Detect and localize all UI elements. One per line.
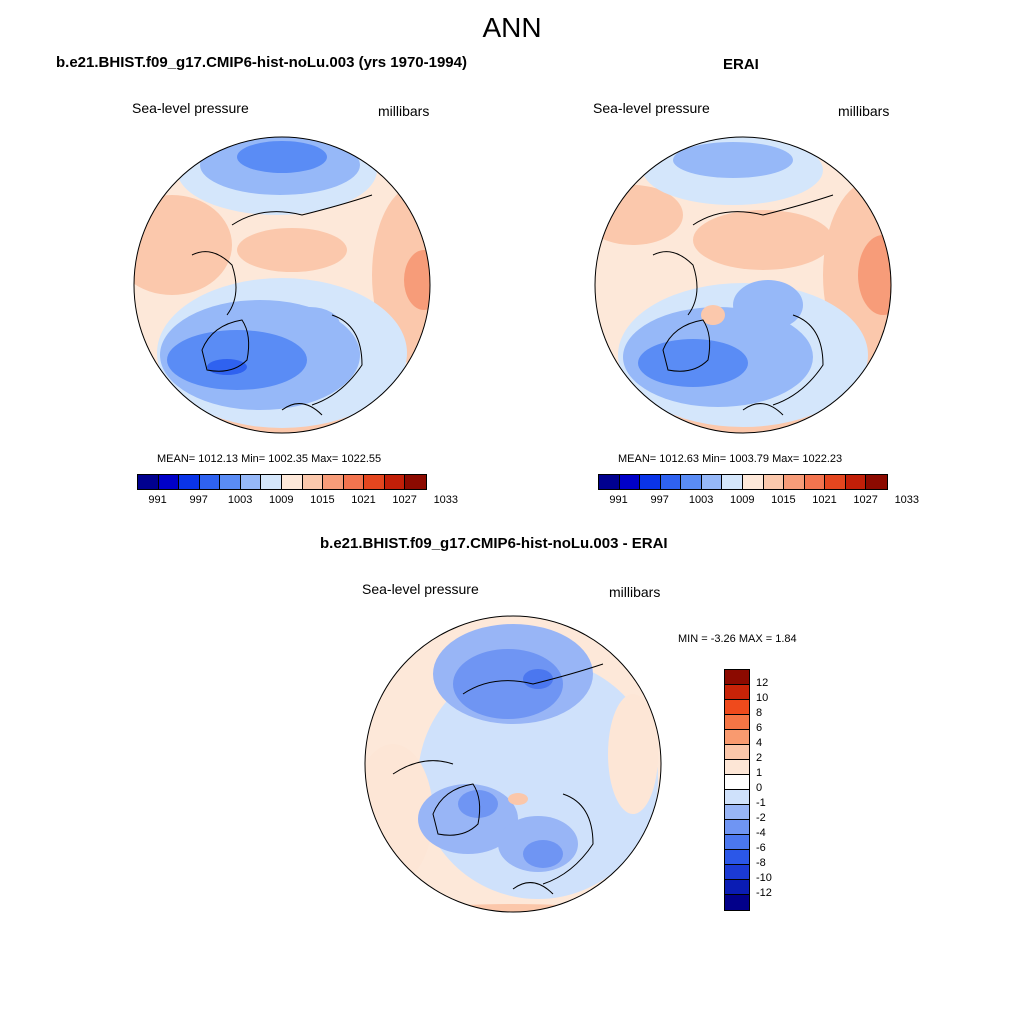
colorbar-swatch [619, 475, 641, 489]
colorbar-swatch [725, 730, 749, 745]
colorbar-tick-label: -2 [756, 812, 766, 824]
colorbar-swatch [302, 475, 324, 489]
colorbar-swatch [599, 475, 620, 489]
colorbar-tick-label: 10 [756, 692, 769, 704]
colorbar-tick-label: -10 [756, 872, 772, 884]
colorbar-swatch [725, 820, 749, 835]
colorbar-tick-label: 1027 [853, 494, 878, 506]
colorbar-tick-label: 2 [756, 752, 763, 764]
colorbar-tick-label: 1015 [771, 494, 796, 506]
colorbar-swatch [701, 475, 723, 489]
diff-colorbar [724, 669, 750, 911]
colorbar-tick-label: 12 [756, 677, 769, 689]
colorbar-swatch [866, 475, 887, 489]
colorbar-swatch [742, 475, 764, 489]
colorbar-swatch [845, 475, 867, 489]
model-colorbar [137, 474, 427, 490]
colorbar-swatch [725, 895, 749, 910]
colorbar-swatch [725, 715, 749, 730]
colorbar-tick-label: 1021 [812, 494, 837, 506]
model-panel-title: b.e21.BHIST.f09_g17.CMIP6-hist-noLu.003 … [56, 54, 467, 71]
colorbar-swatch [722, 475, 743, 489]
colorbar-swatch [725, 685, 749, 700]
colorbar-swatch [725, 790, 749, 805]
colorbar-swatch [725, 760, 749, 775]
colorbar-tick-label: -4 [756, 827, 766, 839]
colorbar-swatch [825, 475, 846, 489]
colorbar-swatch [725, 775, 749, 790]
diff-variable-label: Sea-level pressure [362, 581, 479, 597]
colorbar-tick-label: 1027 [392, 494, 417, 506]
model-variable-label: Sea-level pressure [132, 100, 249, 116]
colorbar-tick-label: 1 [756, 767, 763, 779]
diff-units-label: millibars [609, 584, 661, 600]
obs-units-label: millibars [838, 103, 890, 119]
figure-title: ANN [482, 12, 542, 43]
colorbar-tick-label: -12 [756, 887, 772, 899]
colorbar-swatch [804, 475, 826, 489]
diff-stats: MIN = -3.26 MAX = 1.84 [678, 633, 797, 645]
colorbar-tick-label: -8 [756, 857, 766, 869]
colorbar-swatch [364, 475, 385, 489]
colorbar-tick-label: -1 [756, 797, 766, 809]
colorbar-swatch [640, 475, 661, 489]
colorbar-swatch [725, 700, 749, 715]
colorbar-swatch [405, 475, 426, 489]
colorbar-swatch [725, 670, 749, 685]
colorbar-swatch [384, 475, 406, 489]
colorbar-swatch [660, 475, 682, 489]
colorbar-swatch [763, 475, 785, 489]
diff-panel-title: b.e21.BHIST.f09_g17.CMIP6-hist-noLu.003 … [320, 535, 668, 552]
model-stats: MEAN= 1012.13 Min= 1002.35 Max= 1022.55 [157, 453, 382, 465]
colorbar-swatch [138, 475, 159, 489]
colorbar-tick-label: 997 [650, 494, 669, 506]
diff-polar-map [364, 615, 662, 913]
colorbar-swatch [158, 475, 180, 489]
colorbar-swatch [725, 880, 749, 895]
model-polar-map [133, 136, 431, 434]
colorbar-swatch [199, 475, 221, 489]
colorbar-swatch [323, 475, 344, 489]
colorbar-swatch [179, 475, 200, 489]
colorbar-swatch [240, 475, 262, 489]
colorbar-swatch [725, 865, 749, 880]
colorbar-swatch [784, 475, 805, 489]
colorbar-tick-label: 1021 [351, 494, 376, 506]
colorbar-tick-label: 6 [756, 722, 763, 734]
colorbar-tick-label: 1033 [894, 494, 920, 506]
colorbar-tick-label: 991 [148, 494, 167, 506]
obs-colorbar [598, 474, 888, 490]
colorbar-tick-label: 997 [189, 494, 208, 506]
colorbar-tick-label: 1015 [310, 494, 335, 506]
colorbar-swatch [725, 850, 749, 865]
obs-polar-map [594, 136, 892, 434]
model-units-label: millibars [378, 103, 430, 119]
colorbar-tick-label: 991 [609, 494, 628, 506]
obs-stats: MEAN= 1012.63 Min= 1003.79 Max= 1022.23 [618, 453, 843, 465]
colorbar-swatch [261, 475, 282, 489]
colorbar-tick-label: 4 [756, 737, 763, 749]
colorbar-swatch [681, 475, 702, 489]
colorbar-tick-label: 1009 [730, 494, 755, 506]
colorbar-swatch [725, 835, 749, 850]
obs-variable-label: Sea-level pressure [593, 100, 710, 116]
colorbar-tick-label: 1003 [227, 494, 253, 506]
colorbar-swatch [725, 745, 749, 760]
colorbar-swatch [281, 475, 303, 489]
colorbar-tick-label: 8 [756, 707, 763, 719]
colorbar-tick-label: 1003 [688, 494, 714, 506]
colorbar-tick-label: 1033 [433, 494, 459, 506]
obs-panel-title: ERAI [723, 56, 759, 73]
colorbar-swatch [725, 805, 749, 820]
colorbar-swatch [343, 475, 365, 489]
colorbar-tick-label: -6 [756, 842, 766, 854]
colorbar-swatch [220, 475, 241, 489]
colorbar-tick-label: 0 [756, 782, 763, 794]
colorbar-tick-label: 1009 [269, 494, 294, 506]
